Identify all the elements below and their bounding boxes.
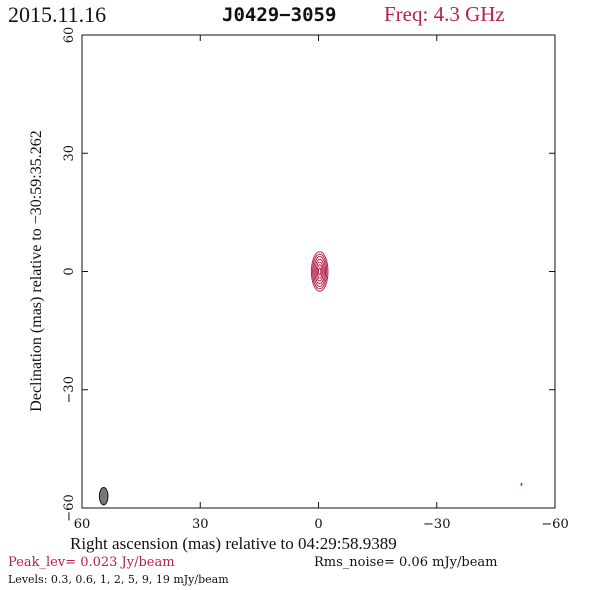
y-tick-label: 0 xyxy=(62,267,77,275)
y-tick-label: −30 xyxy=(62,376,77,403)
x-tick-label: 0 xyxy=(314,517,322,532)
y-tick-label: 60 xyxy=(62,27,77,44)
axis-ticks xyxy=(81,34,556,509)
contour-level-5 xyxy=(315,261,324,282)
source-contours xyxy=(310,251,329,292)
noise-contour xyxy=(520,482,523,486)
y-tick-label: −60 xyxy=(62,494,77,521)
map-extras xyxy=(98,482,523,506)
contour-level-9 xyxy=(316,264,323,279)
contour-level-2 xyxy=(314,258,325,285)
x-tick-label: 60 xyxy=(74,517,91,532)
contour-level-0p6 xyxy=(312,253,328,290)
frequency-label: Freq: 4.3 GHz xyxy=(384,2,505,26)
y-axis-label: Declination (mas) relative to −30:59:35.… xyxy=(28,130,45,411)
contour-levels: Levels: 0.3, 0.6, 1, 2, 5, 9, 19 mJy/bea… xyxy=(8,573,229,586)
peak-level: Peak_lev= 0.023 Jy/beam xyxy=(8,555,175,570)
contour-level-1 xyxy=(313,256,327,287)
contour-level-19 xyxy=(318,267,322,276)
x-tick-label: −30 xyxy=(423,517,450,532)
rms-noise: Rms_noise= 0.06 mJy/beam xyxy=(314,555,498,570)
beam-ellipse xyxy=(98,487,109,506)
source-name: J0429−3059 xyxy=(222,4,337,26)
y-tick-label: 30 xyxy=(62,145,77,162)
contour-level-0p3 xyxy=(310,251,329,292)
observation-date: 2015.11.16 xyxy=(8,2,107,27)
x-tick-label: 30 xyxy=(192,517,209,532)
x-axis-label: Right ascension (mas) relative to 04:29:… xyxy=(70,534,397,553)
x-tick-label: −60 xyxy=(541,517,568,532)
axis-tick-labels: 60 30 0 −30 −60 −60 −30 0 30 60 xyxy=(62,27,569,532)
